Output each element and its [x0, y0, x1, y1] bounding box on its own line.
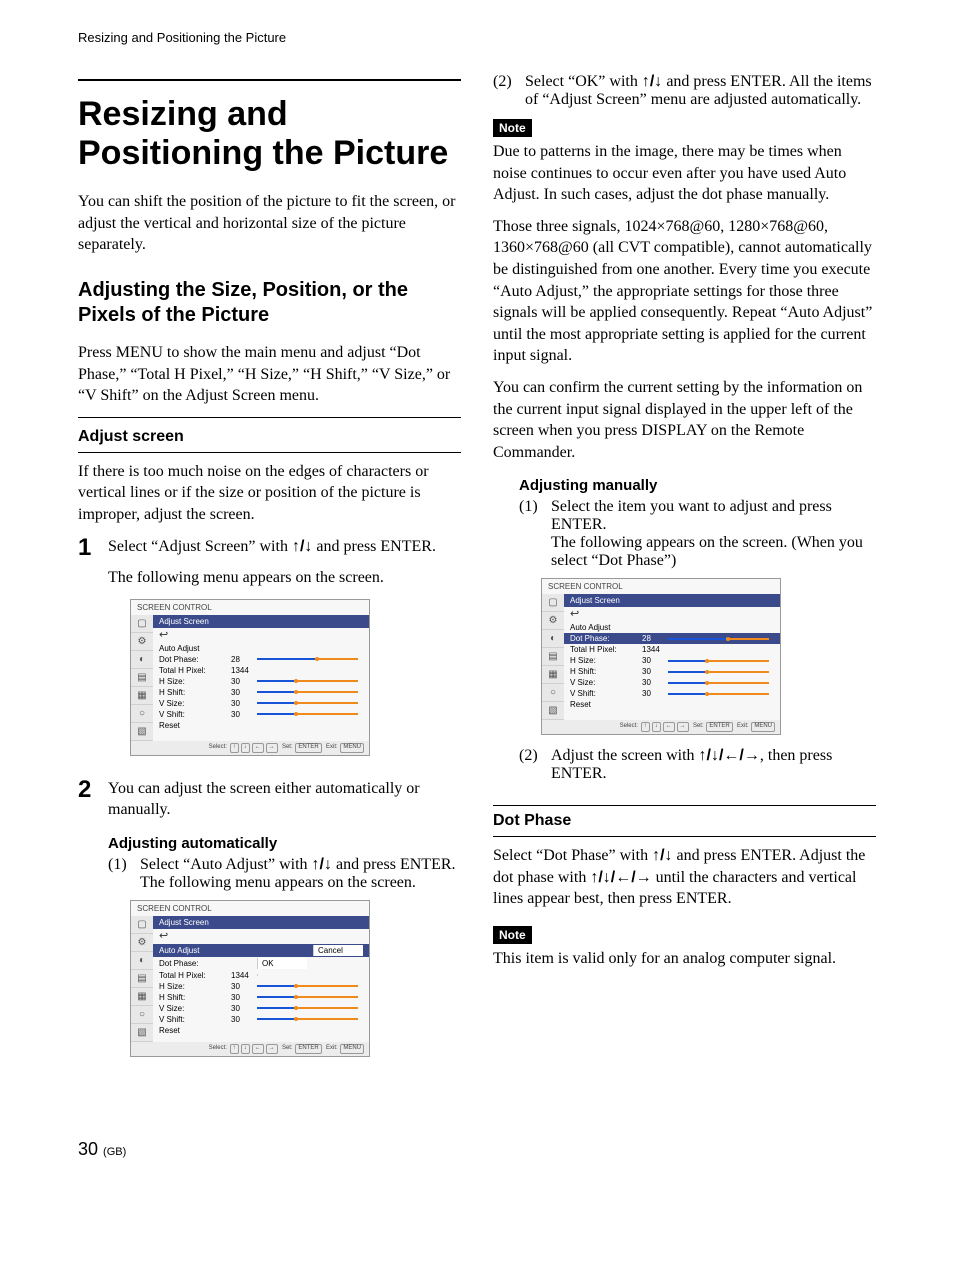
step-1: 1 Select “Adjust Screen” with ↑/↓ and pr… — [78, 536, 461, 768]
dot-phase-text: Select “Dot Phase” with ↑/↓ and press EN… — [493, 845, 876, 910]
adjust-screen-intro: If there is too much noise on the edges … — [78, 461, 461, 526]
left-column: Resizing and Positioning the Picture You… — [78, 69, 461, 1079]
step-body: Select “Adjust Screen” with ↑/↓ and pres… — [108, 536, 461, 768]
dot-phase-heading: Dot Phase — [493, 805, 876, 837]
note-chip: Note — [493, 926, 532, 944]
osd-menu-2: SCREEN CONTROL ▢⚙◐▤▦○▧ Adjust Screen ↩ A… — [130, 900, 370, 1057]
auto-substep-1: (1) Select “Auto Adjust” with ↑/↓ and pr… — [108, 856, 461, 892]
step-1-text: Select “Adjust Screen” with ↑/↓ and pres… — [108, 536, 461, 558]
running-head: Resizing and Positioning the Picture — [78, 30, 876, 45]
page: Resizing and Positioning the Picture Res… — [0, 0, 954, 1200]
manual-substep-1: (1) Select the item you want to adjust a… — [519, 498, 876, 570]
up-down-arrow-icon: ↑/↓ — [642, 73, 662, 90]
note-dot-phase: This item is valid only for an analog co… — [493, 948, 876, 970]
section-adjust-intro: Press MENU to show the main menu and adj… — [78, 342, 461, 407]
note-chip: Note — [493, 119, 532, 137]
page-number: 30 (GB) — [78, 1139, 876, 1160]
auto-substep-2: (2) Select “OK” with ↑/↓ and press ENTER… — [493, 73, 876, 109]
right-column: (2) Select “OK” with ↑/↓ and press ENTER… — [493, 69, 876, 1079]
step-2: 2 You can adjust the screen either autom… — [78, 778, 461, 1069]
page-number-value: 30 — [78, 1139, 98, 1159]
arrows-all-icon: ↑/↓/←/→ — [699, 747, 760, 764]
step-1-text-b: and press ENTER. — [312, 538, 436, 555]
manual-1-text-a: Select the item you want to adjust and p… — [551, 498, 876, 534]
substep-number: (1) — [108, 856, 134, 892]
page-title: Resizing and Positioning the Picture — [78, 79, 461, 173]
adjusting-auto-heading: Adjusting automatically — [108, 835, 461, 852]
arrows-all-icon: ↑/↓/←/→ — [590, 869, 651, 886]
note-auto-p3: You can confirm the current setting by t… — [493, 377, 876, 463]
substep-body: Select “OK” with ↑/↓ and press ENTER. Al… — [525, 73, 876, 109]
substep-body: Select the item you want to adjust and p… — [551, 498, 876, 570]
note-auto-p2: Those three signals, 1024×768@60, 1280×7… — [493, 216, 876, 367]
manual-substep-2: (2) Adjust the screen with ↑/↓/←/→, then… — [519, 747, 876, 783]
step-1-text-a: Select “Adjust Screen” with — [108, 538, 292, 555]
auto-1-text-c: The following menu appears on the screen… — [140, 874, 461, 892]
substep-body: Select “Auto Adjust” with ↑/↓ and press … — [140, 856, 461, 892]
note-auto-p1: Due to patterns in the image, there may … — [493, 141, 876, 206]
substep-number: (2) — [493, 73, 519, 109]
dot-phase-text-a: Select “Dot Phase” with — [493, 847, 652, 864]
manual-1-text-b: The following appears on the screen. (Wh… — [551, 534, 876, 570]
substep-number: (1) — [519, 498, 545, 570]
step-number: 1 — [78, 536, 96, 560]
two-column-layout: Resizing and Positioning the Picture You… — [78, 69, 876, 1079]
up-down-arrow-icon: ↑/↓ — [312, 856, 332, 873]
manual-block: Adjusting manually (1) Select the item y… — [493, 477, 876, 783]
step-1-text-c: The following menu appears on the screen… — [108, 567, 461, 589]
page-number-suffix: (GB) — [103, 1146, 126, 1158]
osd-menu-1: SCREEN CONTROL ▢⚙◐▤▦○▧ Adjust Screen ↩ A… — [130, 599, 370, 756]
adjusting-manual-heading: Adjusting manually — [519, 477, 876, 494]
substep-body: Adjust the screen with ↑/↓/←/→, then pre… — [551, 747, 876, 783]
substep-number: (2) — [519, 747, 545, 783]
auto-1-text-a: Select “Auto Adjust” with — [140, 856, 312, 873]
manual-2-text-a: Adjust the screen with — [551, 747, 699, 764]
auto-1-text-b: and press ENTER. — [332, 856, 456, 873]
adjust-screen-heading: Adjust screen — [78, 417, 461, 453]
step-2-text: You can adjust the screen either automat… — [108, 778, 461, 821]
step-body: You can adjust the screen either automat… — [108, 778, 461, 1069]
section-heading-adjust: Adjusting the Size, Position, or the Pix… — [78, 278, 461, 328]
step-number: 2 — [78, 778, 96, 802]
intro-text: You can shift the position of the pictur… — [78, 191, 461, 256]
up-down-arrow-icon: ↑/↓ — [292, 538, 312, 555]
osd-menu-3: SCREEN CONTROL ▢⚙◐▤▦○▧ Adjust Screen ↩ A… — [541, 578, 781, 735]
auto-2-text-a: Select “OK” with — [525, 73, 642, 90]
up-down-arrow-icon: ↑/↓ — [652, 847, 672, 864]
